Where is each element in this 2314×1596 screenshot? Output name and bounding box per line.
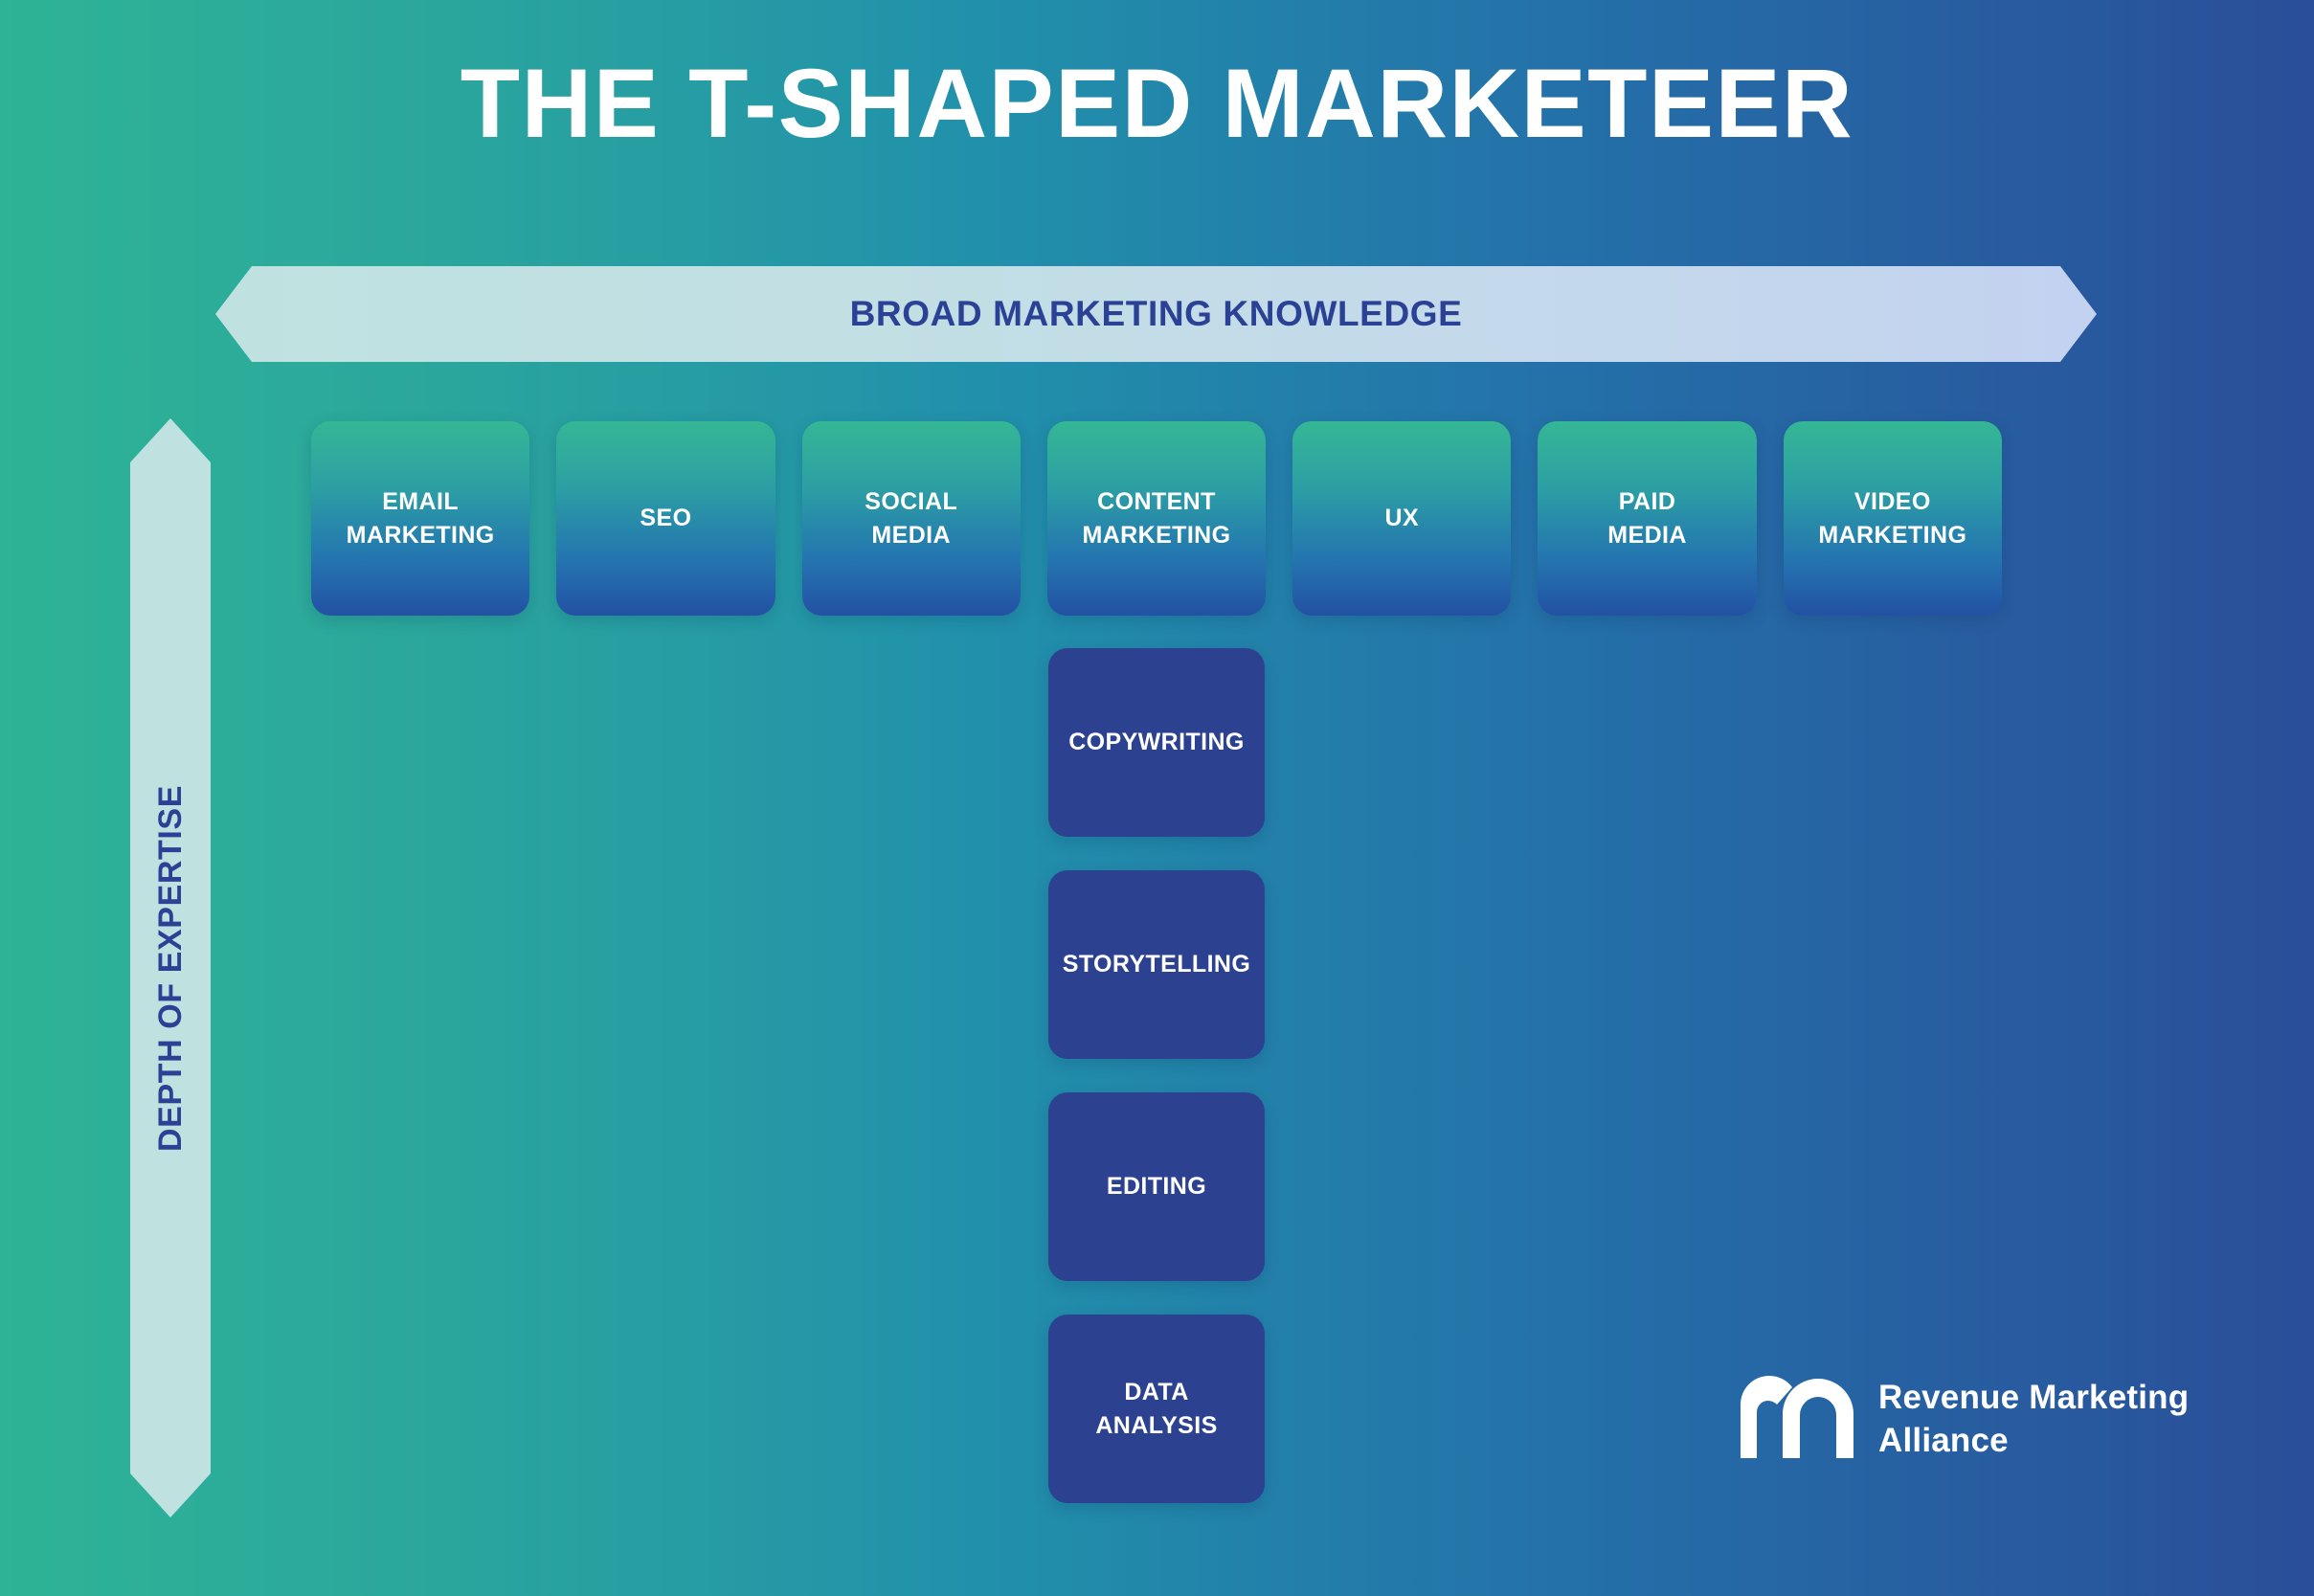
deep-skill-card-editing[interactable]: EDITING xyxy=(1048,1092,1265,1281)
broad-skill-label: SOCIAL MEDIA xyxy=(865,488,958,549)
broad-skill-card-social-media[interactable]: SOCIAL MEDIA xyxy=(801,421,1021,616)
deep-skill-card-copywriting[interactable]: COPYWRITING xyxy=(1048,648,1265,837)
broad-skill-label: CONTENT MARKETING xyxy=(1082,488,1231,549)
brand-logo: Revenue Marketing Alliance xyxy=(1741,1376,2189,1463)
depth-of-expertise-label: DEPTH OF EXPERTISE xyxy=(151,784,189,1152)
depth-of-expertise-axis: DEPTH OF EXPERTISE xyxy=(130,418,211,1517)
broad-skill-card-seo[interactable]: SEO xyxy=(556,421,775,616)
deep-skill-card-storytelling[interactable]: STORYTELLING xyxy=(1048,870,1265,1059)
broad-skill-card-video-marketing[interactable]: VIDEO MARKETING xyxy=(1783,421,2002,616)
broad-skill-label: PAID MEDIA xyxy=(1607,488,1687,549)
broad-marketing-knowledge-banner: BROAD MARKETING KNOWLEDGE xyxy=(215,266,2097,362)
broad-skill-label: VIDEO MARKETING xyxy=(1818,488,1967,549)
page-title: THE T-SHAPED MARKETEER xyxy=(460,49,1854,158)
broad-skill-label: EMAIL MARKETING xyxy=(346,488,495,549)
deep-skills-column: COPYWRITING STORYTELLING EDITING DATA AN… xyxy=(1048,648,1265,1503)
rm-monogram-icon xyxy=(1741,1376,1853,1463)
broad-skills-row: EMAIL MARKETING SEO SOCIAL MEDIA CONTENT… xyxy=(311,421,2002,616)
deep-skill-label: STORYTELLING xyxy=(1062,951,1251,978)
broad-skill-label: UX xyxy=(1384,505,1420,532)
brand-name: Revenue Marketing Alliance xyxy=(1878,1378,2190,1459)
broad-skill-card-email-marketing[interactable]: EMAIL MARKETING xyxy=(311,421,530,616)
broad-skill-label: SEO xyxy=(640,505,692,532)
broad-skill-card-content-marketing[interactable]: CONTENT MARKETING xyxy=(1046,421,1267,616)
deep-skill-label: DATA ANALYSIS xyxy=(1095,1379,1218,1439)
broad-marketing-knowledge-label: BROAD MARKETING KNOWLEDGE xyxy=(849,294,1463,333)
broad-skill-card-paid-media[interactable]: PAID MEDIA xyxy=(1538,421,1757,616)
deep-skill-card-data-analysis[interactable]: DATA ANALYSIS xyxy=(1048,1315,1265,1503)
deep-skill-label: EDITING xyxy=(1106,1173,1207,1201)
broad-skill-card-ux[interactable]: UX xyxy=(1292,421,1512,616)
deep-skill-label: COPYWRITING xyxy=(1068,729,1245,756)
